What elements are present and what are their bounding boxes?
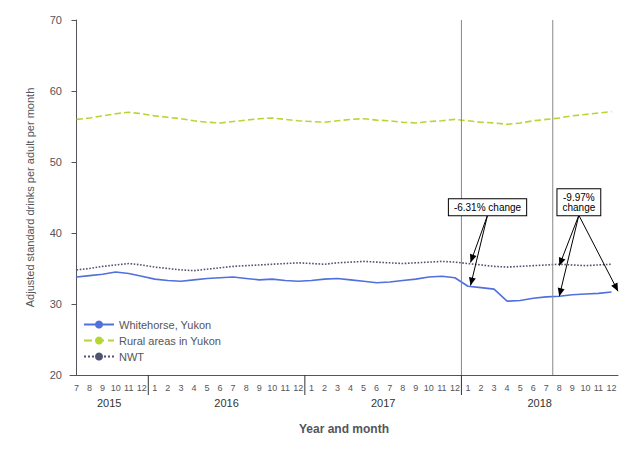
svg-text:-9.97%: -9.97%	[563, 191, 595, 203]
svg-text:70: 70	[50, 14, 62, 26]
svg-text:11: 11	[281, 383, 290, 393]
svg-text:9: 9	[413, 383, 418, 393]
svg-text:12: 12	[606, 383, 616, 393]
svg-text:3: 3	[178, 383, 183, 393]
svg-text:30: 30	[50, 298, 62, 310]
svg-text:1: 1	[309, 383, 314, 393]
svg-text:2016: 2016	[214, 397, 238, 409]
svg-text:10: 10	[267, 383, 277, 393]
svg-text:11: 11	[124, 383, 133, 393]
svg-text:Adjusted standard drinks per a: Adjusted standard drinks per adult per m…	[24, 88, 36, 308]
svg-text:12: 12	[137, 383, 147, 393]
svg-text:2: 2	[478, 383, 483, 393]
svg-text:4: 4	[191, 383, 196, 393]
svg-text:7: 7	[231, 383, 236, 393]
svg-text:1: 1	[465, 383, 470, 393]
svg-text:6: 6	[531, 383, 536, 393]
svg-text:9: 9	[257, 383, 262, 393]
svg-text:11: 11	[594, 383, 603, 393]
svg-text:60: 60	[50, 85, 62, 97]
svg-text:20: 20	[50, 369, 62, 381]
svg-text:Rural areas in Yukon: Rural areas in Yukon	[119, 335, 221, 347]
svg-text:change: change	[562, 202, 595, 213]
svg-text:7: 7	[387, 383, 392, 393]
svg-text:1: 1	[152, 383, 157, 393]
svg-text:3: 3	[335, 383, 340, 393]
svg-text:Whitehorse, Yukon: Whitehorse, Yukon	[119, 319, 211, 331]
svg-text:6: 6	[374, 383, 379, 393]
svg-text:50: 50	[50, 156, 62, 168]
svg-text:12: 12	[450, 383, 460, 393]
svg-text:9: 9	[570, 383, 575, 393]
svg-text:10: 10	[111, 383, 121, 393]
svg-text:2015: 2015	[97, 397, 121, 409]
svg-text:2018: 2018	[527, 397, 551, 409]
svg-text:12: 12	[293, 383, 303, 393]
svg-text:40: 40	[50, 227, 62, 239]
svg-text:2: 2	[322, 383, 327, 393]
svg-text:6: 6	[218, 383, 223, 393]
svg-text:10: 10	[580, 383, 590, 393]
svg-text:9: 9	[100, 383, 105, 393]
svg-text:3: 3	[492, 383, 497, 393]
svg-text:8: 8	[557, 383, 562, 393]
svg-text:2017: 2017	[371, 397, 395, 409]
svg-text:7: 7	[74, 383, 79, 393]
svg-text:Year and month: Year and month	[299, 422, 389, 436]
svg-text:10: 10	[424, 383, 434, 393]
svg-text:8: 8	[87, 383, 92, 393]
svg-text:-6.31% change: -6.31% change	[454, 202, 522, 213]
svg-text:5: 5	[361, 383, 366, 393]
svg-text:11: 11	[437, 383, 446, 393]
svg-text:8: 8	[400, 383, 405, 393]
svg-text:7: 7	[544, 383, 549, 393]
svg-text:5: 5	[204, 383, 209, 393]
svg-text:4: 4	[505, 383, 510, 393]
svg-text:5: 5	[518, 383, 523, 393]
svg-text:8: 8	[244, 383, 249, 393]
svg-text:2: 2	[165, 383, 170, 393]
svg-text:4: 4	[348, 383, 353, 393]
svg-text:NWT: NWT	[119, 351, 144, 363]
